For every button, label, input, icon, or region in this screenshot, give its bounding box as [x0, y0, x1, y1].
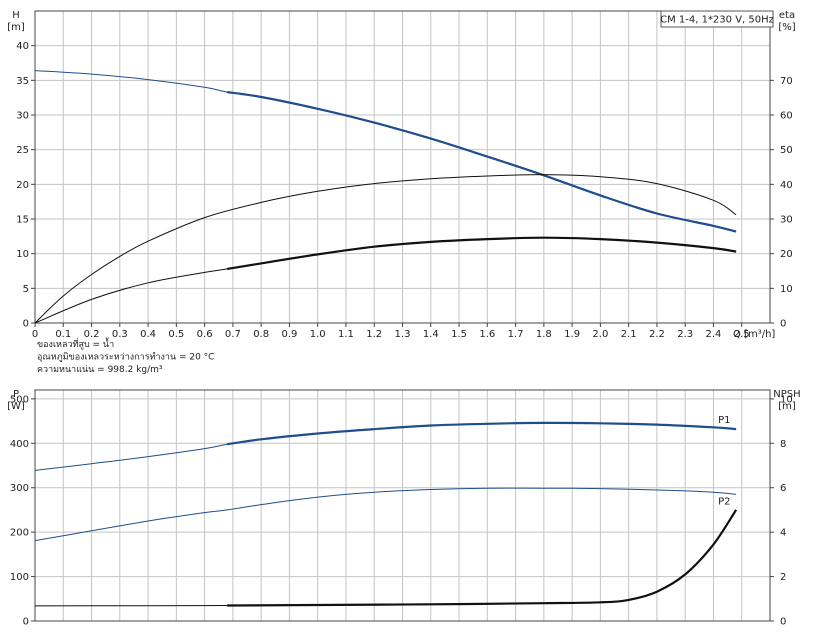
fluid-info-line: ของเหลวที่สูบ = น้ำ [37, 337, 114, 350]
y-left-axis-unit: [m] [7, 22, 25, 33]
y-left-tick-label: 300 [10, 483, 29, 494]
x-tick-label: 1.2 [366, 329, 382, 340]
y-right-tick-label: 40 [780, 180, 793, 191]
y-right-tick-label: 10 [780, 284, 793, 295]
y-right-tick-label: 50 [780, 145, 793, 156]
plot-frame [34, 389, 771, 622]
y-right-tick-label: 6 [780, 483, 786, 494]
series-line [34, 70, 737, 232]
x-tick-label: 1.6 [479, 329, 495, 340]
y-left-tick-label: 100 [10, 572, 29, 583]
y-right-tick-label: 20 [780, 249, 793, 260]
y-left-tick-label: 0 [23, 617, 29, 628]
y-left-tick-label: 0 [23, 319, 29, 330]
x-tick-label: 0.4 [140, 329, 156, 340]
y-right-axis-unit: [m] [778, 401, 796, 412]
x-tick-label: 0.1 [55, 329, 71, 340]
y-left-axis-unit: [W] [7, 401, 25, 412]
x-tick-label: 0.2 [84, 329, 100, 340]
x-tick-label: 1.1 [338, 329, 354, 340]
x-tick-label: 2.1 [621, 329, 637, 340]
x-tick-label: 0.5 [168, 329, 184, 340]
x-tick-label: 0.7 [225, 329, 241, 340]
series-label: P2 [718, 496, 730, 507]
series-line [34, 237, 737, 324]
x-tick-label: 1.0 [310, 329, 326, 340]
y-right-axis-label: NPSH [773, 389, 800, 400]
series-line-operating-range [227, 421, 737, 446]
legend-box-text: CM 1-4, 1*230 V, 50Hz [660, 15, 774, 26]
power-npsh-chart: 0 100 200 300 400 500 0 2 4 6 8 10 P[W] NPSH[m] P1 P2 [7, 389, 801, 628]
y-right-tick-label: 0 [780, 319, 786, 330]
x-axis-label: Q [m³/h] [733, 329, 775, 340]
y-left-tick-label: 30 [16, 111, 29, 122]
x-tick-label: 1.3 [395, 329, 411, 340]
series-line [34, 487, 737, 542]
x-tick-label: 2.0 [592, 329, 608, 340]
x-tick-label: 1.5 [451, 329, 467, 340]
series-line-operating-range [227, 236, 737, 270]
x-tick-label: 2.2 [649, 329, 665, 340]
head-efficiency-chart: 0 5 10 15 20 25 30 35 40 0 10 20 30 40 50 60 70 H[m] eta[%… [7, 10, 796, 375]
y-right-tick-label: 8 [780, 439, 786, 450]
x-tick-label: 1.4 [423, 329, 439, 340]
y-right-tick-label: 30 [780, 215, 793, 226]
x-tick-label: 2.3 [677, 329, 693, 340]
y-left-tick-label: 500 [10, 394, 29, 405]
x-tick-label: 0.6 [197, 329, 213, 340]
y-right-tick-label: 0 [780, 617, 786, 628]
y-right-axis-label: eta [779, 10, 795, 21]
y-right-axis-unit: [%] [778, 22, 795, 33]
series-label: P1 [718, 415, 730, 426]
y-left-axis-label: H [12, 10, 20, 21]
y-left-axis-label: P [13, 389, 19, 400]
x-tick-label: 0.9 [281, 329, 297, 340]
series-line [34, 422, 737, 471]
legend-box [660, 10, 774, 28]
series-line-operating-range [227, 509, 738, 607]
x-tick-label: 2.4 [706, 329, 722, 340]
y-right-tick-label: 10 [780, 394, 793, 405]
y-left-tick-label: 25 [16, 145, 29, 156]
x-tick-label: 0 [32, 329, 38, 340]
y-left-tick-label: 35 [16, 76, 29, 87]
fluid-info-line: ความหนาแน่น = 998.2 kg/m³ [37, 365, 163, 375]
series-line [34, 174, 737, 324]
x-tick-label: 1.9 [564, 329, 580, 340]
x-tick-label: 2.5 [734, 329, 750, 340]
y-right-tick-label: 2 [780, 572, 786, 583]
x-tick-label: 0.3 [112, 329, 128, 340]
y-left-tick-label: 40 [16, 41, 29, 52]
x-tick-label: 0.8 [253, 329, 269, 340]
series-line-operating-range [227, 91, 737, 233]
y-right-tick-label: 60 [780, 111, 793, 122]
series-line [34, 509, 737, 607]
fluid-info-line: อุณหภูมิของเหลวระหว่างการทำงาน = 20 °C [37, 352, 214, 363]
y-left-tick-label: 10 [16, 249, 29, 260]
y-right-tick-label: 70 [780, 76, 793, 87]
x-tick-label: 1.8 [536, 329, 552, 340]
x-tick-label: 1.7 [508, 329, 524, 340]
y-left-tick-label: 400 [10, 439, 29, 450]
y-left-tick-label: 20 [16, 180, 29, 191]
y-left-tick-label: 200 [10, 528, 29, 539]
y-left-tick-label: 5 [23, 284, 29, 295]
y-left-tick-label: 15 [16, 215, 29, 226]
y-right-tick-label: 4 [780, 528, 786, 539]
